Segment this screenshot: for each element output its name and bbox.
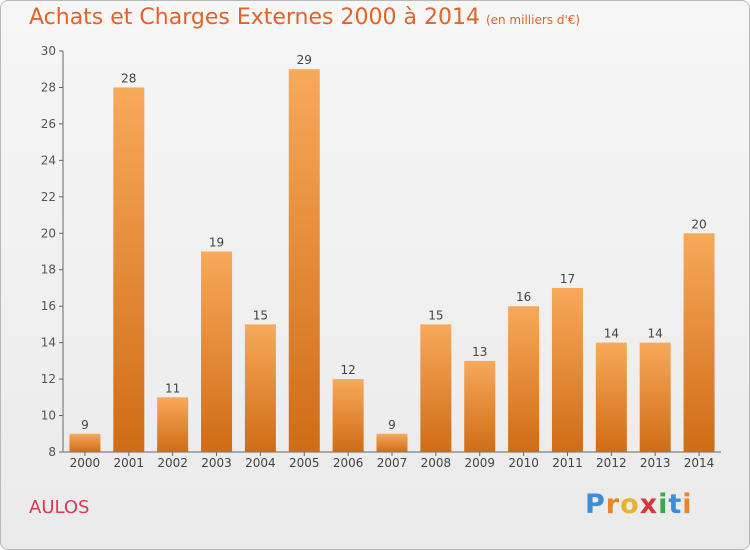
data-label: 11 [165,381,180,395]
y-tick-label: 12 [41,372,56,386]
x-tick-label: 2005 [289,456,320,470]
y-tick-label: 20 [41,226,56,240]
bar [551,287,583,452]
logo-letter: P [585,489,606,520]
data-label: 14 [648,327,663,341]
bar [69,433,101,452]
bar [508,306,540,452]
x-tick-label: 2001 [114,456,145,470]
title-text: Achats et Charges Externes 2000 à 2014 [29,5,480,30]
bar [595,342,627,452]
logo-letter: i [658,489,669,520]
logo-letter: t [668,489,683,520]
x-tick-label: 2012 [596,456,627,470]
data-label: 12 [340,363,355,377]
x-tick-label: 2000 [70,456,101,470]
bar [683,233,715,452]
y-tick-label: 10 [41,409,56,423]
logo-letter: x [639,489,659,520]
x-tick-label: 2008 [421,456,452,470]
logo-letter: o [620,489,640,520]
data-label: 29 [297,53,312,67]
x-tick-label: 2004 [245,456,276,470]
bar [464,360,496,452]
x-tick-label: 2014 [684,456,715,470]
logo-letter: i [682,489,693,520]
bar [113,87,145,453]
title-unit: (en milliers d'€) [485,13,581,27]
y-tick-label: 18 [41,263,56,277]
bar [157,397,189,452]
data-label: 15 [253,308,268,322]
bar [332,379,364,452]
y-tick-label: 16 [41,299,56,313]
chart-title: Achats et Charges Externes 2000 à 2014 (e… [29,5,580,30]
bar [639,342,671,452]
x-tick-label: 2009 [464,456,495,470]
x-tick-label: 2013 [640,456,671,470]
commune-name: AULOS [29,497,90,518]
x-tick-label: 2003 [201,456,232,470]
bar [376,433,408,452]
data-label: 19 [209,236,224,250]
data-label: 28 [121,71,136,85]
y-tick-label: 26 [41,117,56,131]
x-tick-label: 2002 [157,456,188,470]
y-tick-label: 8 [48,445,56,459]
data-label: 13 [472,345,487,359]
data-label: 9 [81,418,89,432]
data-label: 15 [428,308,443,322]
y-tick-label: 28 [41,80,56,94]
data-label: 17 [560,272,575,286]
proxiti-logo: Proxiti [585,489,693,520]
y-tick-label: 24 [41,153,56,167]
x-tick-label: 2007 [377,456,408,470]
x-tick-label: 2010 [508,456,539,470]
y-tick-label: 30 [41,44,56,58]
x-tick-label: 2006 [333,456,364,470]
bar [244,324,276,452]
data-label: 14 [604,327,619,341]
x-tick-label: 2011 [552,456,583,470]
data-label: 16 [516,290,531,304]
bar [288,69,320,453]
bar [201,251,233,452]
bar [420,324,452,452]
y-tick-label: 14 [41,336,56,350]
data-label: 20 [691,217,706,231]
data-label: 9 [388,418,396,432]
logo-letter: r [605,489,621,520]
y-tick-label: 22 [41,190,56,204]
